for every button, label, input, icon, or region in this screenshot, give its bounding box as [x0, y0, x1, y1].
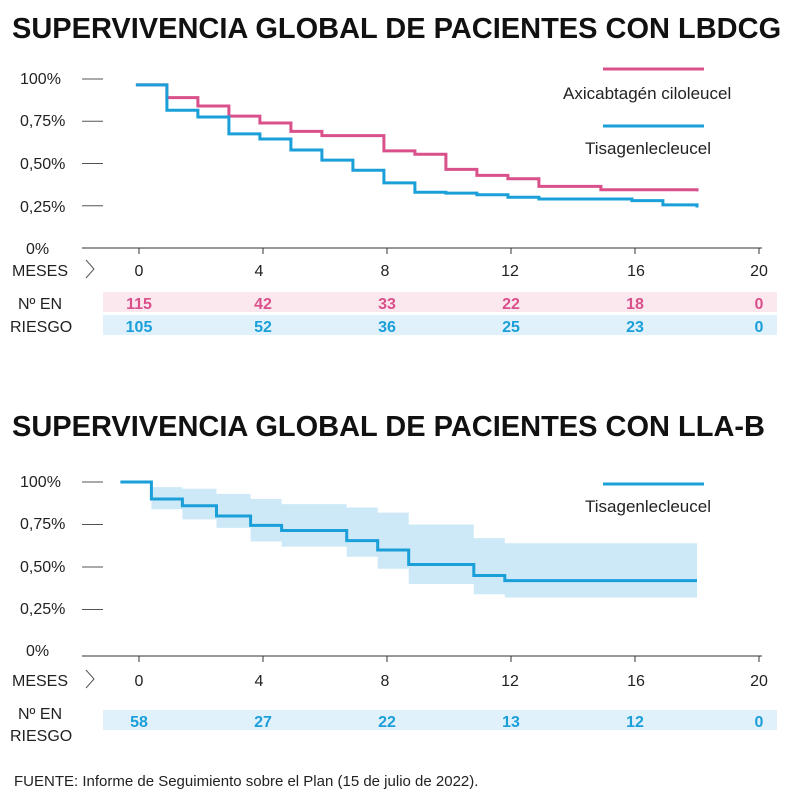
- chart2-series-tisa: [120, 480, 697, 583]
- chart1-risk-value: 42: [254, 296, 272, 313]
- chart1-xtick-16: 16: [627, 263, 645, 280]
- chart2-riesgo-label: RIESGO: [10, 728, 72, 745]
- chart2-xtick-20: 20: [750, 673, 768, 690]
- chart1-risk-value: 0: [755, 296, 764, 313]
- chart1-risk-value: 23: [626, 319, 644, 336]
- chart2-xtick-12: 12: [501, 673, 519, 690]
- chart1-xtick-8: 8: [381, 263, 390, 280]
- chart2-confidence-band: [120, 482, 697, 598]
- chart2-risk-band-0: [103, 710, 777, 730]
- chart1-at-risk-values: 115 42 33 22 18 0 105 52 36 25 23 0: [126, 296, 764, 336]
- chart2-xtick-8: 8: [381, 673, 390, 690]
- chart1-risk-bands: [103, 292, 777, 335]
- chart2-risk-value: 22: [378, 714, 396, 731]
- chart1-riesgo-label: RIESGO: [10, 319, 72, 336]
- chart2-title: SUPERVIVENCIA GLOBAL DE PACIENTES CON LL…: [12, 411, 765, 443]
- chart1-xtick-12: 12: [501, 263, 519, 280]
- chart2-ytick-025: 0,25%: [20, 601, 65, 618]
- chart2-xtick-16: 16: [627, 673, 645, 690]
- chart1-risk-band-0: [103, 292, 777, 312]
- chart2-ytick-075: 0,75%: [20, 516, 65, 533]
- chart1-xtick-4: 4: [255, 263, 264, 280]
- chart2-ytick-100: 100%: [20, 474, 61, 491]
- chart1-legend-tisa: Tisagenlecleucel: [585, 139, 711, 158]
- chart1-legend-axicel: Axicabtagén ciloleucel: [563, 84, 731, 103]
- chart2-risk-value: 12: [626, 714, 644, 731]
- chart2-legend-tisa: Tisagenlecleucel: [585, 497, 711, 516]
- chart2-xtick-4: 4: [255, 673, 264, 690]
- chart2-chevron-icon: [85, 669, 95, 689]
- chart1-ytick-050: 0,50%: [20, 156, 65, 173]
- chart1-ytick-100: 100%: [20, 71, 61, 88]
- chart1-risk-value: 0: [755, 319, 764, 336]
- chart1-meses-label: MESES: [12, 263, 68, 280]
- chart1-ytick-075: 0,75%: [20, 113, 65, 130]
- chart2-at-risk-values: 58 27 22 13 12 0: [130, 714, 763, 731]
- chart2-series: [120, 480, 697, 583]
- chart1-xtick-20: 20: [750, 263, 768, 280]
- chart1-risk-value: 22: [502, 296, 520, 313]
- chart1-risk-band-1: [103, 315, 777, 335]
- chart1-risk-value: 25: [502, 319, 520, 336]
- chart2-ytick-050: 0,50%: [20, 559, 65, 576]
- chart1-risk-value: 115: [126, 296, 152, 313]
- chart1-series-axicel: [135, 83, 699, 192]
- chart1-axes: [82, 78, 762, 254]
- chart2-risk-value: 0: [755, 714, 764, 731]
- chart1-title: SUPERVIVENCIA GLOBAL DE PACIENTES CON LB…: [12, 13, 781, 45]
- chart2-xtick-0: 0: [135, 673, 144, 690]
- chart1-ytick-025: 0,25%: [20, 199, 65, 216]
- chart1-n-en-label: Nº EN: [18, 296, 62, 313]
- chart2-axes: [82, 481, 762, 662]
- chart1-chevron-icon: [85, 259, 95, 279]
- chart2-risk-value: 27: [254, 714, 272, 731]
- chart2-ci-band-0: [120, 482, 697, 598]
- chart1-xtick-0: 0: [135, 263, 144, 280]
- chart2-n-en-label: Nº EN: [18, 706, 62, 723]
- chart1-risk-value: 52: [254, 319, 272, 336]
- chart1-risk-value: 105: [126, 319, 153, 336]
- chart1-risk-value: 33: [378, 296, 396, 313]
- chart2-risk-bands: [103, 710, 777, 730]
- chart1-risk-value: 18: [626, 296, 644, 313]
- chart1-ytick-0: 0%: [26, 241, 49, 258]
- chart2-risk-value: 13: [502, 714, 520, 731]
- chart2-meses-label: MESES: [12, 673, 68, 690]
- chart1-series: [135, 83, 699, 208]
- chart2-ytick-0: 0%: [26, 643, 49, 660]
- chart1-series-tisa: [135, 83, 699, 208]
- chart2-risk-value: 58: [130, 714, 148, 731]
- source-note: FUENTE: Informe de Seguimiento sobre el …: [14, 773, 478, 790]
- chart1-risk-value: 36: [378, 319, 396, 336]
